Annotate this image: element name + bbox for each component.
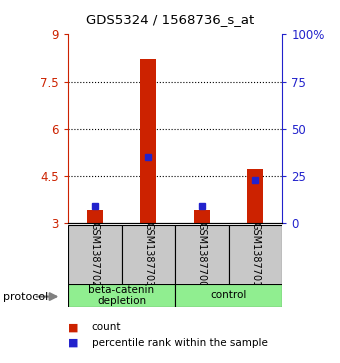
Text: count: count xyxy=(92,322,121,333)
Text: ■: ■ xyxy=(68,338,79,348)
Bar xyxy=(122,225,175,285)
Text: control: control xyxy=(210,290,247,301)
Bar xyxy=(68,284,175,307)
Text: GSM1387702: GSM1387702 xyxy=(90,222,100,288)
Bar xyxy=(175,225,229,285)
Text: ■: ■ xyxy=(68,322,79,333)
Text: GSM1387700: GSM1387700 xyxy=(197,223,207,287)
Bar xyxy=(68,225,122,285)
Bar xyxy=(175,284,282,307)
Text: GSM1387703: GSM1387703 xyxy=(143,223,153,287)
Text: GDS5324 / 1568736_s_at: GDS5324 / 1568736_s_at xyxy=(86,13,254,26)
Bar xyxy=(140,59,156,223)
Text: GSM1387701: GSM1387701 xyxy=(251,223,260,287)
Bar xyxy=(248,169,264,223)
Bar xyxy=(229,225,282,285)
Bar xyxy=(87,210,103,223)
Text: percentile rank within the sample: percentile rank within the sample xyxy=(92,338,268,348)
Text: beta-catenin
depletion: beta-catenin depletion xyxy=(88,285,155,306)
Text: protocol: protocol xyxy=(3,291,49,302)
Bar xyxy=(194,210,210,223)
